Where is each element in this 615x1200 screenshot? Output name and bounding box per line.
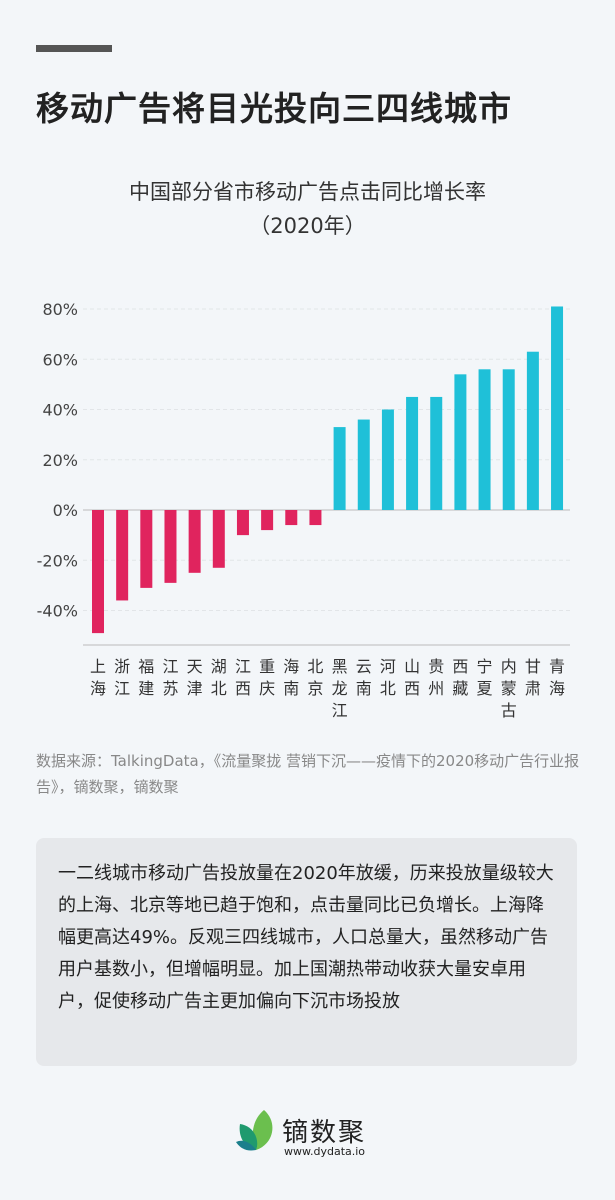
x-tick-label: 湖北: [211, 657, 227, 698]
summary-box: 一二线城市移动广告投放量在2020年放缓，历来投放量级较大的上海、北京等地已趋于…: [36, 838, 577, 1066]
y-tick-label: 0%: [53, 501, 78, 520]
decor-bar: [36, 45, 112, 52]
page-title: 移动广告将目光投向三四线城市: [36, 89, 512, 128]
x-tick-label: 宁夏: [477, 657, 493, 698]
chart-title: 中国部分省市移动广告点击同比增长率: [129, 180, 486, 204]
bar-天津: [188, 510, 201, 573]
x-tick-label: 甘肃: [525, 657, 541, 698]
y-tick-label: 20%: [42, 451, 78, 470]
x-tick-label: 西藏: [452, 657, 468, 698]
bar-甘肃: [526, 351, 539, 510]
x-tick-label: 上海: [90, 657, 106, 698]
y-tick-label: 80%: [42, 300, 78, 319]
bar-江苏: [164, 510, 177, 583]
bar-宁夏: [478, 369, 491, 510]
x-tick-label: 青海: [549, 657, 565, 698]
y-tick-label: -40%: [37, 602, 78, 621]
bar-江西: [236, 510, 249, 536]
x-tick-label: 山西: [404, 657, 420, 698]
x-tick-label: 云南: [356, 657, 372, 698]
bar-内蒙古: [502, 369, 515, 510]
bar-贵州: [430, 396, 443, 510]
x-tick-label: 内蒙古: [501, 657, 517, 720]
y-tick-label: 40%: [42, 401, 78, 420]
brand-url: www.dydata.io: [284, 1145, 366, 1158]
bar-黑龙江: [333, 427, 346, 510]
bar-青海: [551, 306, 564, 510]
x-tick-label: 海南: [283, 657, 299, 698]
x-tick-label: 重庆: [259, 657, 275, 698]
x-tick-label: 贵州: [428, 657, 444, 698]
source-note: 数据来源：TalkingData，《流量聚拢 营销下沉——疫情下的2020移动广…: [36, 752, 580, 796]
x-tick-label: 河北: [380, 657, 396, 698]
x-tick-label: 浙江: [114, 657, 130, 698]
logo-icon: [236, 1110, 273, 1151]
x-tick-label: 江苏: [162, 657, 178, 698]
bar-海南: [285, 510, 298, 526]
x-tick-label: 江西: [235, 657, 251, 698]
summary-text: 一二线城市移动广告投放量在2020年放缓，历来投放量级较大的上海、北京等地已趋于…: [58, 863, 554, 1012]
bar-浙江: [116, 510, 129, 601]
bar-西藏: [454, 374, 467, 510]
x-tick-label: 福建: [138, 657, 154, 698]
bar-重庆: [261, 510, 274, 531]
bar-河北: [381, 409, 394, 510]
x-tick-label: 天津: [187, 657, 203, 698]
brand-name: 镝数聚: [282, 1118, 367, 1148]
chart-subtitle: （2020年）: [249, 214, 366, 238]
bar-北京: [309, 510, 322, 526]
bar-云南: [357, 419, 370, 510]
x-tick-label: 北京: [307, 657, 323, 698]
bar-chart: 80% 60% 40% 20% 0% -20% -40% 上海浙江福建江苏天津湖北江西重庆海南…: [37, 300, 570, 720]
bar-福建: [140, 510, 153, 588]
bar-上海: [92, 510, 104, 634]
x-tick-label: 黑龙江: [332, 657, 348, 720]
bar-湖北: [212, 510, 225, 568]
y-tick-label: 60%: [42, 350, 78, 369]
bar-山西: [406, 396, 419, 510]
y-tick-label: -20%: [37, 551, 78, 570]
